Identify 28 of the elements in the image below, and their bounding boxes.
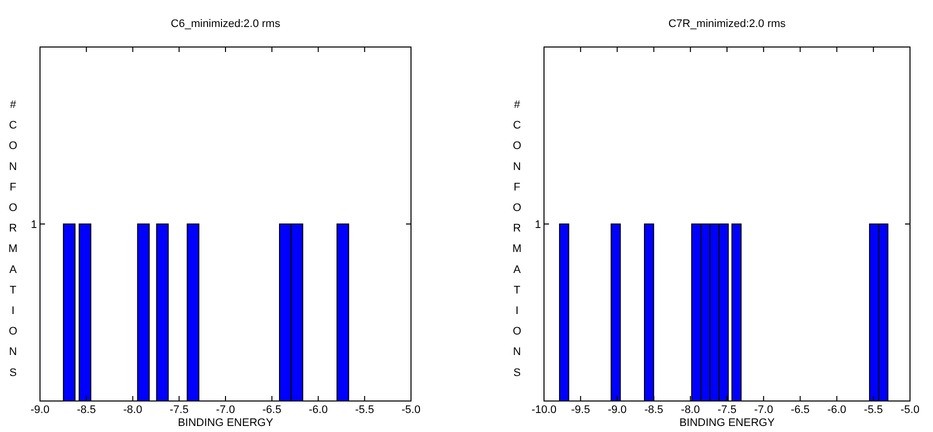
chart-title: C6_minimized:2.0 rms: [170, 18, 281, 30]
text: # CONFORMATIONS: [512, 99, 522, 379]
x-tick-label: -9.0: [608, 404, 627, 416]
x-tick-label: -7.5: [170, 404, 189, 416]
x-tick-label: -7.0: [216, 404, 235, 416]
text: 1: [30, 219, 37, 231]
text: # CONFORMATIONS: [8, 99, 18, 379]
x-tick-label: -6.0: [827, 404, 846, 416]
text: 1: [534, 219, 541, 231]
x-tick-label: -8.5: [76, 404, 96, 416]
x-tick-label: -5.5: [355, 404, 374, 416]
x-tick-label: -6.0: [308, 404, 328, 416]
x-tick-label: -9.0: [30, 404, 50, 416]
x-tick-label: -8.5: [644, 404, 664, 416]
x-tick-label: -5.0: [402, 404, 420, 416]
x-tick-label: -6.5: [262, 404, 282, 416]
x-tick-label: -7.5: [718, 404, 736, 416]
x-tick-label: -5.0: [900, 404, 920, 416]
x-tick-label: -9.5: [571, 404, 590, 416]
x-axis-title: BINDING ENERGY: [679, 417, 776, 429]
x-tick-label: -8.0: [680, 404, 700, 416]
x-tick-label: -7.0: [754, 404, 774, 416]
x-tick-label: -10.0: [531, 404, 557, 416]
chart-title: C7R_minimized:2.0 rms: [668, 18, 786, 30]
x-tick-label: -8.0: [123, 404, 142, 416]
x-tick-label: -6.5: [790, 404, 810, 416]
x-axis-title: BINDING ENERGY: [178, 417, 274, 429]
x-tick-label: -5.5: [864, 404, 883, 416]
